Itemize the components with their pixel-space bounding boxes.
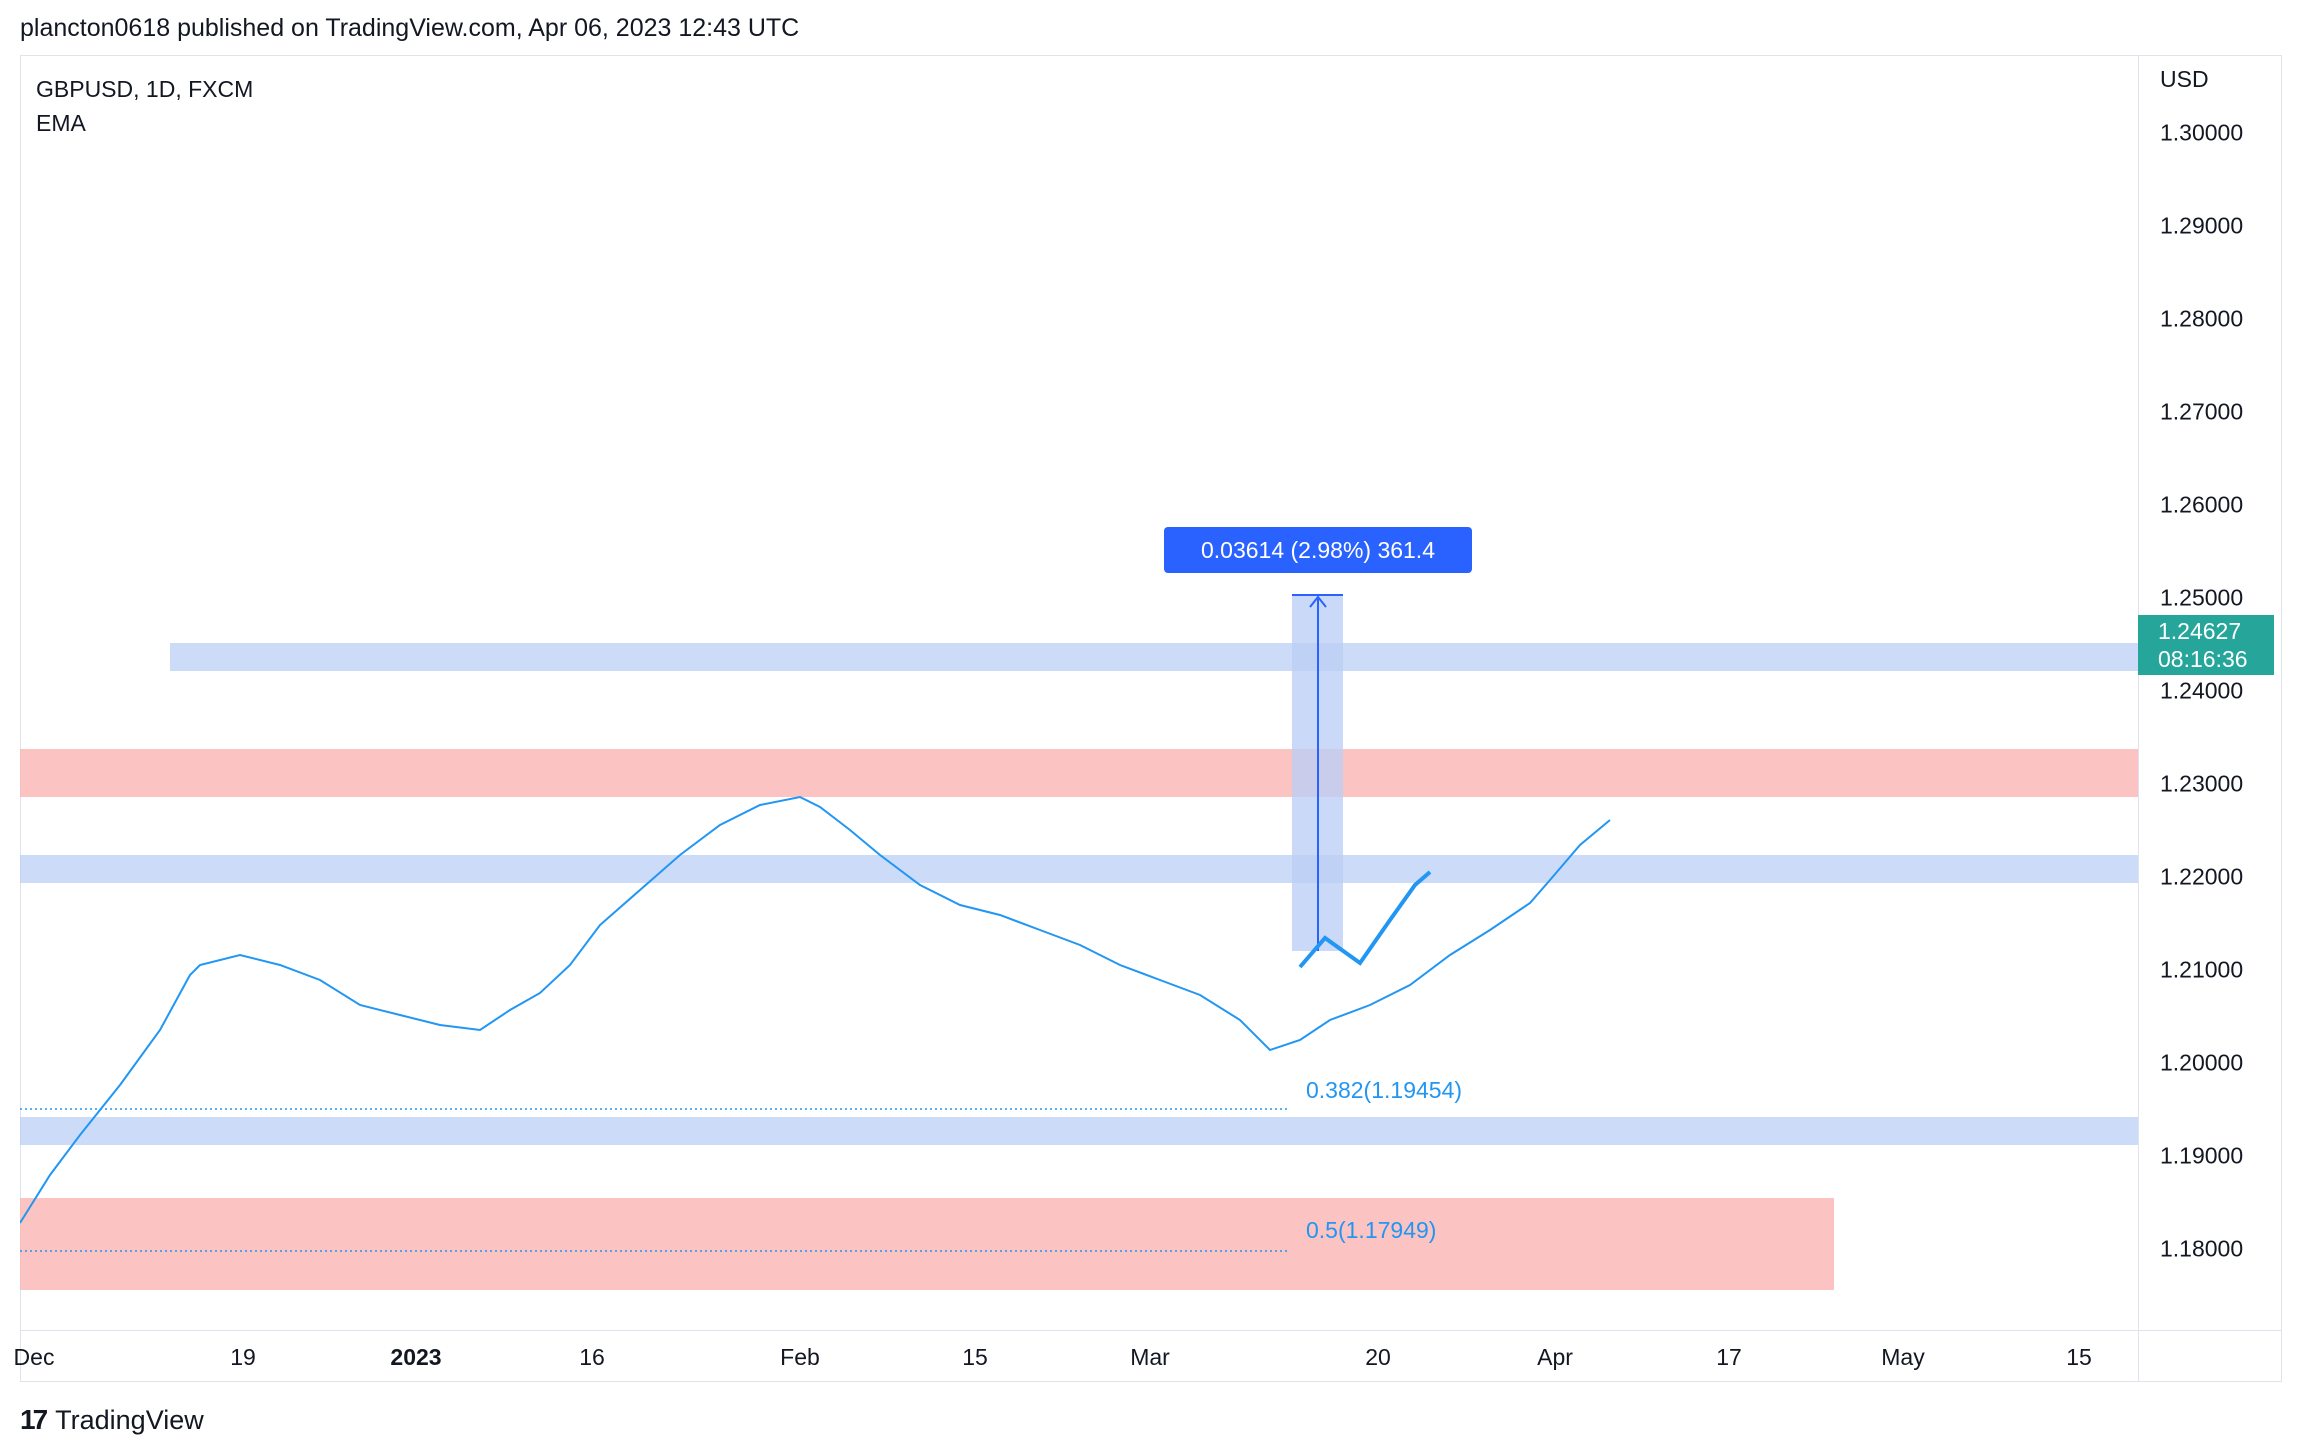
tradingview-logo-icon: 17 <box>20 1404 48 1435</box>
time-tick: Apr <box>1537 1344 1573 1370</box>
symbol-legend[interactable]: GBPUSD, 1D, FXCM EMA <box>36 72 253 140</box>
price-tick: 1.23000 <box>2160 770 2244 797</box>
publisher-header: plancton0618 published on TradingView.co… <box>20 14 800 42</box>
zone-blue-top <box>170 643 2138 671</box>
price-axis-border <box>2138 55 2139 1382</box>
price-tick: 1.24000 <box>2160 677 2244 704</box>
measure-label[interactable]: 0.03614 (2.98%) 361.4 <box>1164 527 1472 573</box>
time-tick: 20 <box>1365 1344 1391 1370</box>
fib-382-label: 0.382(1.19454) <box>1306 1077 1463 1103</box>
time-tick: Dec <box>13 1344 55 1370</box>
measure-arrowhead <box>1309 595 1327 608</box>
price-tick: 1.30000 <box>2160 119 2244 146</box>
price-tick: 1.29000 <box>2160 212 2244 239</box>
fib-50-label: 0.5(1.17949) <box>1306 1217 1437 1243</box>
time-tick: May <box>1881 1344 1925 1370</box>
projection-path <box>1298 870 1432 969</box>
price-tick: 1.27000 <box>2160 398 2244 425</box>
zone-red-upper <box>20 749 2138 797</box>
price-tick: 1.22000 <box>2160 863 2244 890</box>
price-tick: 1.20000 <box>2160 1049 2244 1076</box>
last-price-value: 1.24627 <box>2158 618 2242 644</box>
zone-red-lower <box>20 1198 1834 1290</box>
time-axis-border <box>20 1330 2282 1331</box>
time-tick: 15 <box>962 1344 988 1370</box>
price-tick: 1.26000 <box>2160 491 2244 518</box>
time-tick: Mar <box>1130 1344 1170 1370</box>
time-tick: Feb <box>780 1344 820 1370</box>
bar-countdown: 08:16:36 <box>2158 646 2248 672</box>
chart-frame <box>20 55 2282 1382</box>
footer-brand[interactable]: 17 TradingView <box>20 1404 204 1436</box>
chart-plot-area[interactable] <box>20 55 2138 1330</box>
ema-line <box>20 795 1611 1224</box>
symbol-name[interactable]: GBPUSD, 1D, FXCM <box>36 76 254 102</box>
zone-blue-mid <box>20 855 2138 883</box>
price-tick: 1.25000 <box>2160 584 2244 611</box>
price-tick: 1.28000 <box>2160 305 2244 332</box>
price-tick: 1.19000 <box>2160 1142 2244 1169</box>
brand-name: TradingView <box>55 1404 204 1435</box>
price-tick: 1.18000 <box>2160 1235 2244 1262</box>
time-tick: 15 <box>2066 1344 2092 1370</box>
indicator-name[interactable]: EMA <box>36 110 86 136</box>
time-tick: 16 <box>579 1344 605 1370</box>
time-tick: 17 <box>1716 1344 1742 1370</box>
zone-blue-low <box>20 1117 2138 1145</box>
price-tick: 1.21000 <box>2160 956 2244 983</box>
time-tick: 19 <box>230 1344 256 1370</box>
currency-label: USD <box>2160 66 2209 92</box>
time-tick: 2023 <box>390 1344 442 1370</box>
last-price-tag: 1.24627 08:16:36 <box>2138 615 2274 675</box>
price-chart-svg[interactable] <box>20 55 2138 1330</box>
